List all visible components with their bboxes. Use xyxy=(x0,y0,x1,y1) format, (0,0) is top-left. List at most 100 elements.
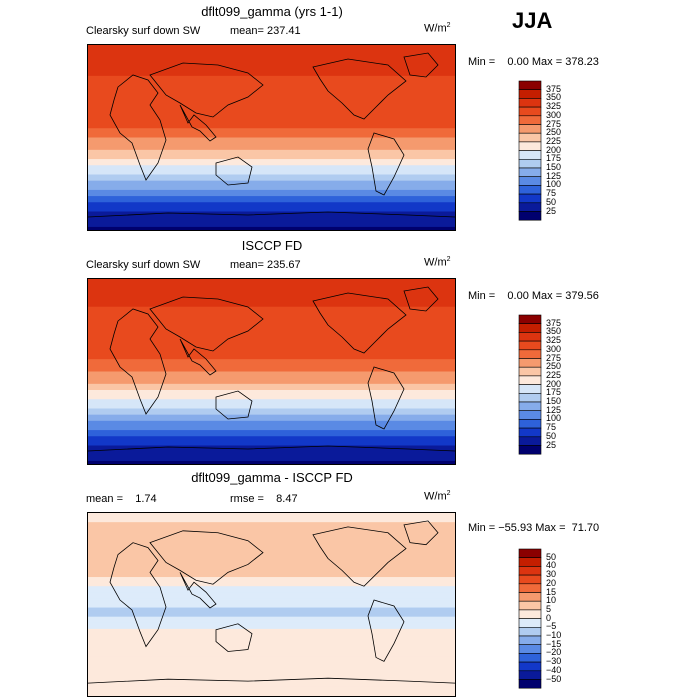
panel2-colorbar-tick-label: 300 xyxy=(546,343,562,354)
panel2-colorbar-tick-label: 150 xyxy=(546,396,562,406)
panel1-lat-band xyxy=(88,152,455,157)
panel1-lat-band xyxy=(88,174,455,179)
panel1-lat-band xyxy=(88,125,455,129)
panel2-lat-band xyxy=(88,374,455,379)
panel2-lat-band xyxy=(88,423,455,428)
panel1-units: W/m2 xyxy=(424,22,451,35)
panel3-lat-band xyxy=(88,665,455,670)
panel2-colorbar-tick-label: 125 xyxy=(546,404,562,415)
panel1-colorbar-swatch xyxy=(518,167,542,177)
panel2-map xyxy=(87,278,456,465)
panel2-colorbar-swatch xyxy=(518,393,542,403)
panel2-title: ISCCP FD xyxy=(241,238,303,253)
panel3-colorbar-tick-label: 20 xyxy=(546,577,557,588)
panel2-lat-band xyxy=(88,371,455,376)
panel3-colorbar-swatch xyxy=(518,644,542,654)
panel1-lat-band xyxy=(88,159,455,163)
panel1-lat-band xyxy=(88,57,455,62)
panel3-lat-band xyxy=(88,610,455,615)
panel2-colorbar-tick-label: 175 xyxy=(546,387,562,398)
panel1-lat-band xyxy=(88,156,455,160)
panel2-colorbar-swatch xyxy=(518,323,542,333)
panel3-colorbar-tick-label: 5 xyxy=(546,603,552,614)
panel2-colorbar-swatch xyxy=(518,410,542,420)
panel2-lat-band xyxy=(88,294,455,299)
panel3-lat-band xyxy=(88,616,455,621)
panel3-lat-band xyxy=(88,589,455,593)
panel2-lat-band xyxy=(88,408,455,413)
panel2-lat-band xyxy=(88,402,455,407)
panel3-lat-band xyxy=(88,546,455,551)
panel2-lat-band xyxy=(88,362,455,366)
panel3-colorbar-tick-label: −5 xyxy=(546,621,557,632)
panel2-lat-band xyxy=(88,436,455,440)
panel2-lat-band xyxy=(88,309,455,314)
panel3-colorbar-swatch xyxy=(518,679,542,689)
panel1-lat-band xyxy=(88,88,455,92)
panel2-colorbar-swatch xyxy=(518,445,542,455)
panel3-lat-band xyxy=(88,671,455,676)
panel2-lat-band xyxy=(88,300,455,305)
panel1-colorbar-swatch xyxy=(518,98,542,108)
panel2-coastline xyxy=(109,308,167,415)
panel3-coastline xyxy=(312,526,407,587)
panel1-lat-band xyxy=(88,220,455,225)
panel3-lat-band xyxy=(88,567,455,572)
panel1-map-field xyxy=(88,45,455,230)
panel3-colorbar-boxes xyxy=(518,548,542,689)
panel2-colorbar-swatch xyxy=(518,401,542,411)
panel1-lat-band xyxy=(88,72,455,77)
panel1-variable-label: Clearsky surf down SW xyxy=(86,25,201,37)
panel1-lat-band xyxy=(88,48,455,52)
panel1-lat-band xyxy=(88,134,455,139)
panel1-lat-band xyxy=(88,223,455,228)
panel2-coastline xyxy=(312,292,407,354)
panel2-lat-band xyxy=(88,454,455,459)
panel1-colorbar-tick-label: 275 xyxy=(546,118,562,129)
panel1-colorbar-tick-label: 100 xyxy=(546,179,562,190)
panel1-coastline xyxy=(149,62,264,118)
panel3-colorbar-swatch xyxy=(518,609,542,619)
panel3-lat-band xyxy=(88,516,455,520)
panel2-lat-band xyxy=(88,359,455,363)
panel3-lat-band xyxy=(88,631,455,636)
panel2-lat-band xyxy=(88,343,455,348)
panel2-colorbar-swatch xyxy=(518,332,542,342)
panel2-lat-band xyxy=(88,377,455,382)
panel1-colorbar-swatch xyxy=(518,132,542,143)
panel1-colorbar-swatch xyxy=(518,89,542,99)
panel1-title: dflt099_gamma (yrs 1-1) xyxy=(201,4,343,19)
panel1-lat-band xyxy=(88,103,455,108)
panel3-lat-band xyxy=(88,555,455,560)
panel1-coastline xyxy=(215,156,253,186)
panel2-lat-band xyxy=(88,279,455,283)
panel3-colorbar-tick-label: 15 xyxy=(546,586,557,597)
panel2-lat-band xyxy=(88,427,455,431)
panel3-colorbar-tick-label: 50 xyxy=(546,551,557,562)
panel3-lat-band xyxy=(88,558,455,563)
panel2-lat-band xyxy=(88,445,455,450)
panel2-units: W/m2 xyxy=(424,256,451,269)
panel3-lat-band xyxy=(88,653,455,657)
panel1-coastline xyxy=(179,104,217,142)
panel3-lat-band xyxy=(88,638,455,642)
panel2-mean: mean= 235.67 xyxy=(230,259,301,271)
panel2-colorbar-tick-label: 225 xyxy=(546,369,562,380)
panel1-lat-band xyxy=(88,115,455,120)
panel1-coastline xyxy=(312,58,407,120)
panel2-lat-band xyxy=(88,386,455,391)
panel3-colorbar-swatch xyxy=(518,627,542,637)
panel1-lat-band xyxy=(88,205,455,210)
panel1-colorbar-swatch xyxy=(518,141,542,151)
panel1-lat-band xyxy=(88,60,455,65)
panel1-lat-band xyxy=(88,214,455,219)
panel3-lat-band xyxy=(88,662,455,667)
panel3-lat-band xyxy=(88,577,455,581)
panel2-coastline xyxy=(179,338,217,376)
panel3-lat-band xyxy=(88,625,455,630)
panel2-lat-band xyxy=(88,460,455,464)
panel1-lat-band xyxy=(88,149,455,154)
panel3-coastline xyxy=(403,520,439,546)
panel2-lat-band xyxy=(88,457,455,462)
panel3-lat-band xyxy=(88,595,455,599)
